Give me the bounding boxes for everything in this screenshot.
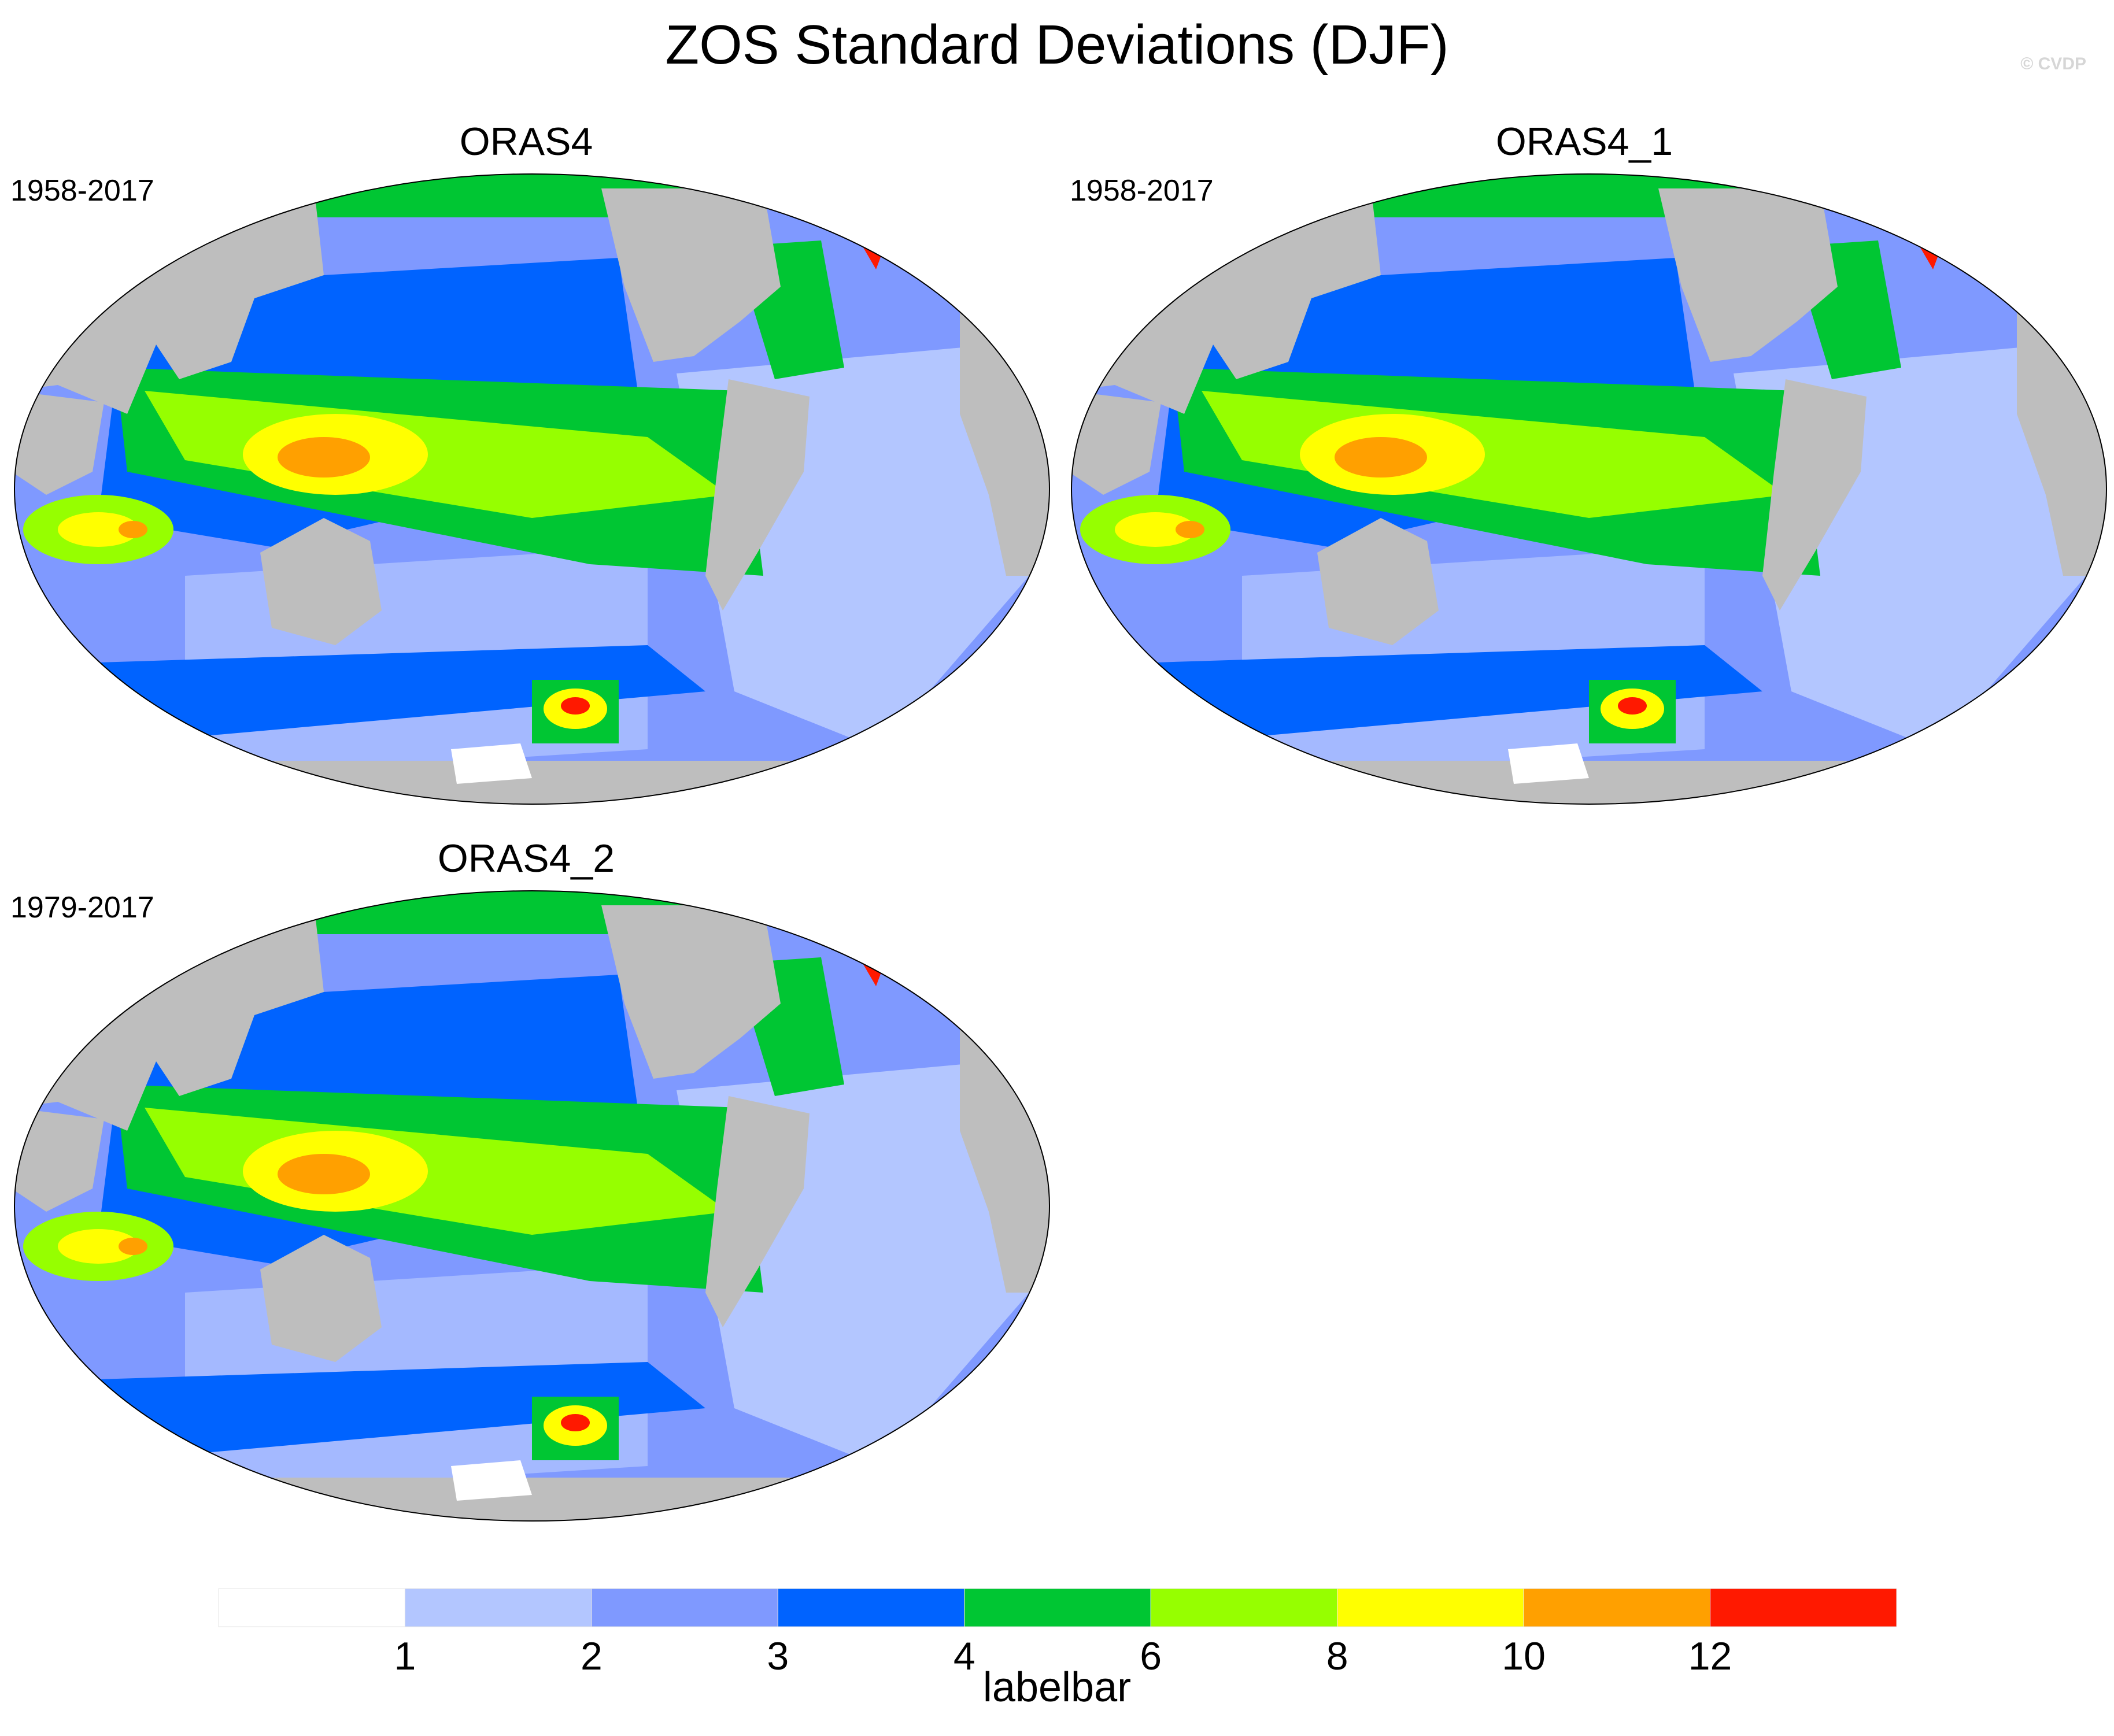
australia-land [1317,518,1439,645]
labelbar-tick: 6 [1140,1634,1162,1678]
north-america-land [1658,188,1838,362]
south-pacific-red [1618,697,1647,715]
southern-band-region [98,1362,705,1454]
panel-period-oras4-1: 1958-2017 [1070,174,1214,208]
labelbar-tick: 4 [953,1634,975,1678]
map-outline [14,173,1050,805]
labelbar-box-3 [777,1588,965,1627]
ross-sea-white [451,1460,532,1501]
india-land [14,391,104,495]
south-america-land [705,379,810,610]
labelbar-tick: 12 [1688,1634,1732,1678]
map-oras4 [14,173,1050,805]
ross-sea-white [1508,743,1589,784]
indian-ocean-orange [119,521,147,538]
map-oras4-1 [1071,173,2107,805]
southern-band-region [98,645,705,738]
india-land [1071,391,1161,495]
labelbar-tick: 10 [1502,1634,1546,1678]
ross-sea-white [451,743,532,784]
india-land [14,1108,104,1212]
panel-title-oras4-1: ORAS4_1 [1495,120,1673,164]
labelbar-tick: 8 [1326,1634,1348,1678]
indian-ocean-yellow [58,1229,139,1264]
indian-ocean-orange [1176,521,1204,538]
labelbar-tick: 1 [394,1634,416,1678]
panel-title-oras4-2: ORAS4_2 [437,836,615,880]
southern-band-region [1155,645,1762,738]
labelbar-box-2 [591,1588,778,1627]
labelbar-box-8 [1710,1588,1897,1627]
indian-ocean-yellow [1115,512,1196,547]
labelbar-box-6 [1337,1588,1524,1627]
south-america-land [705,1096,810,1327]
south-america-land [1762,379,1867,610]
warm-pool-orange [278,1154,370,1194]
south-pacific-red [561,1414,590,1431]
warm-pool-orange [1335,437,1427,478]
labelbar-box-0 [218,1588,405,1627]
labelbar-tick: 2 [580,1634,603,1678]
labelbar-box-7 [1523,1588,1711,1627]
map-outline [14,890,1050,1522]
figure-title: ZOS Standard Deviations (DJF) [665,14,1449,76]
north-america-land [601,188,781,362]
australia-land [260,1235,382,1362]
panel-period-oras4: 1958-2017 [10,174,154,208]
cvdp-watermark: © CVDP [2020,54,2086,73]
labelbar-title: labelbar [982,1664,1132,1711]
map-outline [1071,173,2107,805]
warm-pool-orange [278,437,370,478]
labelbar-box-1 [404,1588,592,1627]
australia-land [260,518,382,645]
north-america-land [601,905,781,1079]
panel-title-oras4: ORAS4 [459,120,593,164]
panel-period-oras4-2: 1979-2017 [10,891,154,924]
labelbar [218,1588,1897,1627]
labelbar-box-5 [1150,1588,1338,1627]
labelbar-tick: 3 [767,1634,789,1678]
indian-ocean-yellow [58,512,139,547]
south-pacific-red [561,697,590,715]
indian-ocean-orange [119,1238,147,1255]
labelbar-box-4 [964,1588,1151,1627]
map-oras4-2 [14,890,1050,1522]
